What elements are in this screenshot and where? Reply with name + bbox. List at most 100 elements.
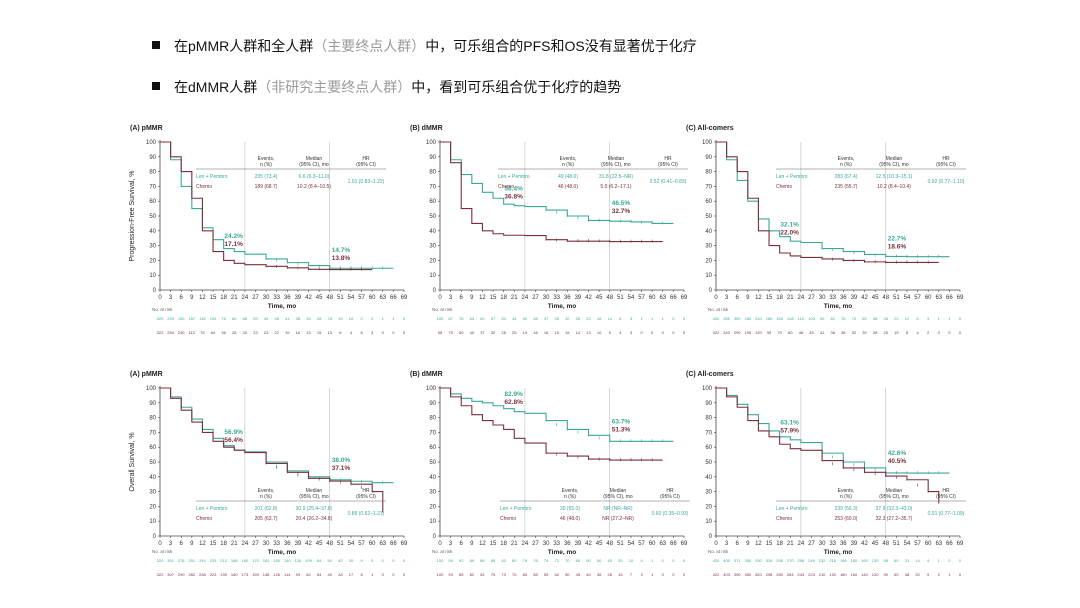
at-risk-value: 126 xyxy=(273,572,280,577)
x-tick-label: 30 xyxy=(543,295,550,301)
at-risk-value: 0 xyxy=(959,316,962,321)
at-risk-value: 3 xyxy=(640,572,643,577)
at-risk-value: 371 xyxy=(734,558,741,563)
y-tick-label: 40 xyxy=(149,229,156,235)
at-risk-value: 60 xyxy=(788,330,793,335)
at-risk-value: 36 xyxy=(221,330,226,335)
at-risk-value: 50 xyxy=(597,558,602,563)
at-risk-value: 22 xyxy=(894,316,899,321)
x-tick-label: 60 xyxy=(369,295,376,301)
x-tick-label: 27 xyxy=(808,295,815,301)
at-risk-value: 60 xyxy=(894,558,899,563)
at-risk-value: 46 xyxy=(274,316,279,321)
at-risk-value: 120 xyxy=(872,572,879,577)
x-tick-label: 63 xyxy=(659,541,666,547)
square-bullet-icon xyxy=(152,41,160,50)
table-header: (95% CI), mo xyxy=(299,162,329,168)
at-risk-value: 80 xyxy=(512,558,517,563)
at-risk-value: 190 xyxy=(744,330,751,335)
x-axis-label: Time, mo xyxy=(824,303,852,310)
x-tick-label: 15 xyxy=(490,541,497,547)
x-tick-label: 45 xyxy=(596,295,603,301)
at-risk-value: 322 xyxy=(157,330,164,335)
at-risk-value: 75 xyxy=(200,330,205,335)
x-tick-label: 69 xyxy=(957,541,964,547)
table-header: (95% CI), mo xyxy=(879,494,909,500)
at-risk-value: 16 xyxy=(597,316,602,321)
x-tick-label: 0 xyxy=(714,541,718,547)
x-tick-label: 51 xyxy=(893,541,900,547)
at-risk-value: 230 xyxy=(178,330,185,335)
y-tick-label: 70 xyxy=(705,430,712,436)
table-header: HR xyxy=(666,488,674,494)
x-tick-label: 54 xyxy=(348,541,355,547)
x-tick-label: 15 xyxy=(210,541,217,547)
x-tick-label: 6 xyxy=(736,295,740,301)
x-tick-label: 18 xyxy=(500,541,507,547)
y-tick-label: 20 xyxy=(149,258,156,264)
at-risk-value: 0 xyxy=(948,330,951,335)
at-risk-value: 93 xyxy=(448,572,453,577)
at-risk-value: 259 xyxy=(167,316,174,321)
at-risk-value: 57 xyxy=(491,316,496,321)
x-tick-label: 9 xyxy=(470,295,474,301)
y-tick-label: 20 xyxy=(149,504,156,510)
at-risk-value: 15 xyxy=(306,330,311,335)
at-risk-value: 249 xyxy=(808,558,815,563)
survival-rate-label: 18.6% xyxy=(888,243,907,250)
bullet-line-2: 在dMMR人群（非研究主要终点人群）中，看到可乐组合优于化疗的趋势 xyxy=(152,77,621,97)
at-risk-value: 48 xyxy=(873,316,878,321)
at-risk-value: 0 xyxy=(948,558,951,563)
at-risk-value: 390 xyxy=(734,572,741,577)
x-tick-label: 51 xyxy=(337,295,344,301)
x-tick-label: 42 xyxy=(305,541,312,547)
y-tick-label: 100 xyxy=(146,140,157,146)
at-risk-value: 298 xyxy=(766,572,773,577)
at-risk-value: 128 xyxy=(787,316,794,321)
at-risk-value: 54 xyxy=(328,558,333,563)
x-tick-label: 15 xyxy=(766,541,773,547)
at-risk-value: 76 xyxy=(841,316,846,321)
x-tick-label: 0 xyxy=(438,541,442,547)
y-tick-label: 70 xyxy=(429,430,436,436)
at-risk-value: 210 xyxy=(819,572,826,577)
x-tick-label: 15 xyxy=(766,295,773,301)
bullet-2-rest: 中，看到可乐组合优于化疗的趋势 xyxy=(411,79,622,95)
x-tick-label: 18 xyxy=(220,295,227,301)
y-tick-label: 50 xyxy=(429,214,436,220)
x-tick-label: 12 xyxy=(755,295,762,301)
at-risk-value: 1 xyxy=(938,558,941,563)
at-risk-value: 244 xyxy=(199,558,206,563)
no-at-risk-label: No. at risk xyxy=(152,307,173,312)
at-risk-value: 138 xyxy=(263,572,270,577)
at-risk-value: 75 xyxy=(491,572,496,577)
at-risk-value: 92 xyxy=(459,558,464,563)
x-tick-label: 3 xyxy=(449,295,453,301)
x-tick-label: 69 xyxy=(957,295,964,301)
x-tick-label: 6 xyxy=(736,541,740,547)
x-tick-label: 69 xyxy=(681,295,688,301)
at-risk-value: 23 xyxy=(264,330,269,335)
at-risk-value: 22 xyxy=(274,330,279,335)
y-tick-label: 0 xyxy=(709,534,713,540)
at-risk-value: 270 xyxy=(787,558,794,563)
at-risk-value: 28 xyxy=(232,330,237,335)
table-arm-name: Chemo xyxy=(498,184,514,190)
y-tick-label: 40 xyxy=(705,229,712,235)
at-risk-value: 0 xyxy=(360,316,363,321)
at-risk-value: 8 xyxy=(339,330,342,335)
at-risk-value: 216 xyxy=(829,558,836,563)
at-risk-value: 13 xyxy=(586,330,591,335)
table-events: 283 (67.4) xyxy=(835,174,858,180)
x-tick-label: 66 xyxy=(670,541,677,547)
x-tick-label: 12 xyxy=(199,295,206,301)
survival-rate-label: 22.7% xyxy=(888,235,907,242)
at-risk-value: 307 xyxy=(167,572,174,577)
at-risk-value: 38 xyxy=(296,316,301,321)
table-hr: 1.01 (0.83–1.22) xyxy=(348,179,385,185)
chemo-curve xyxy=(716,387,940,504)
x-tick-label: 36 xyxy=(840,295,847,301)
x-tick-label: 63 xyxy=(659,295,666,301)
survival-rate-label: 32.7% xyxy=(612,208,631,215)
